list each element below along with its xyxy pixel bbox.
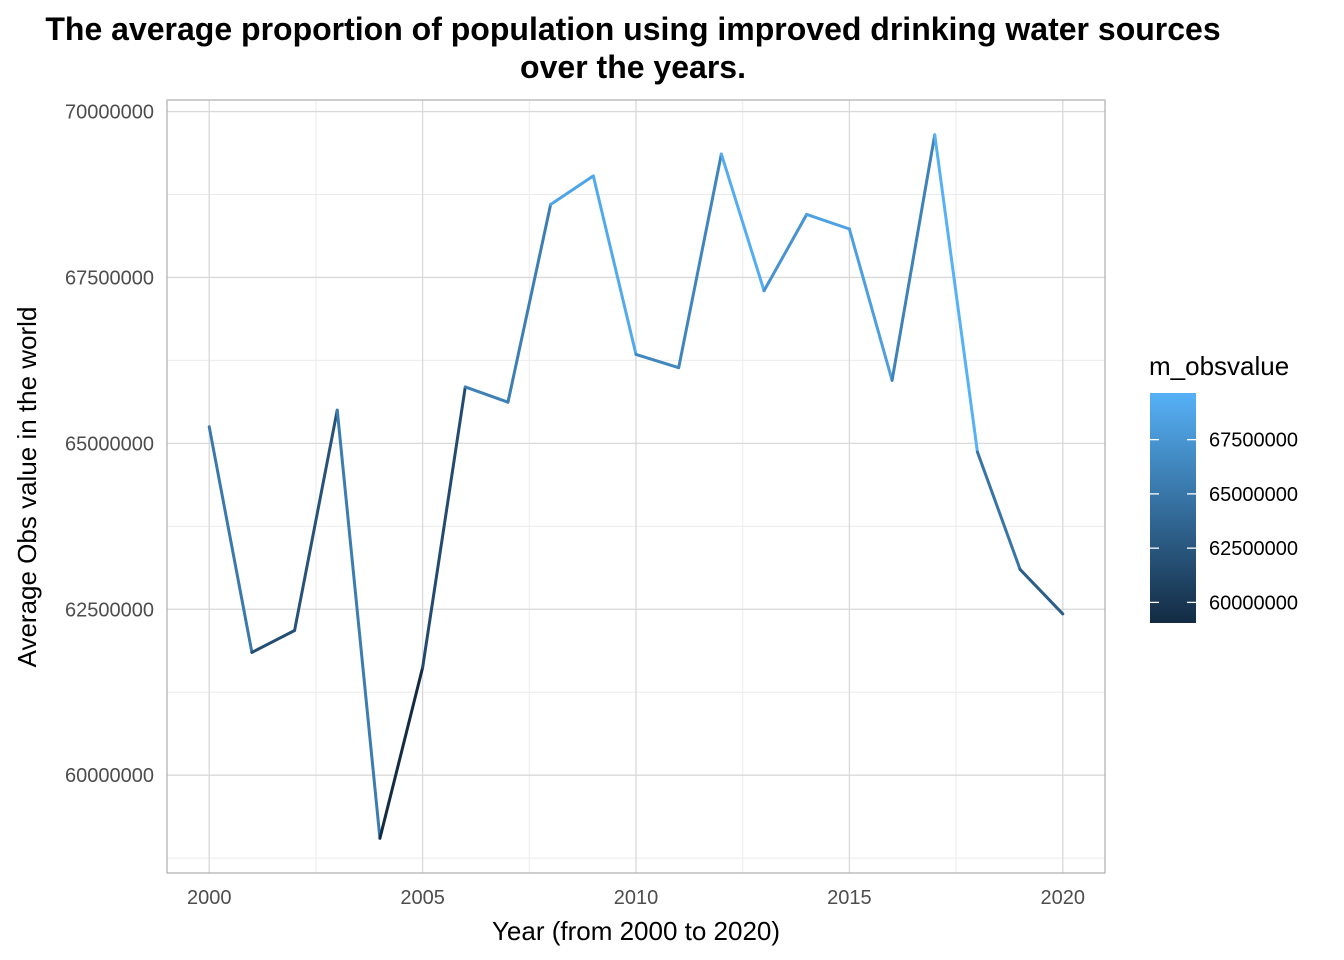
line-segment — [634, 352, 681, 370]
grid-major — [167, 100, 1105, 873]
line-segment — [549, 174, 595, 206]
y-tick-label: 70000000 — [65, 102, 154, 124]
line-segment — [933, 133, 979, 454]
y-tick-label: 60000000 — [65, 765, 154, 787]
x-axis-ticks: 2000 2005 2010 2015 2020 — [187, 887, 1085, 909]
x-tick-label: 2010 — [614, 887, 659, 909]
line-segment — [421, 385, 467, 670]
chart-title-line-1: The average proportion of population usi… — [45, 11, 1220, 47]
line-segment — [506, 202, 553, 404]
legend-colorbar — [1150, 393, 1196, 623]
line-segment — [207, 425, 254, 654]
legend-tick-label: 62500000 — [1209, 538, 1298, 560]
y-tick-label: 67500000 — [65, 267, 154, 289]
line-segment — [975, 450, 1022, 571]
color-legend: m_obsvalue 60000000 62500000 65000000 67500… — [1149, 351, 1298, 623]
line-segment — [805, 212, 851, 231]
legend-tick-label: 65000000 — [1209, 484, 1298, 506]
line-segment — [250, 629, 297, 654]
x-axis-title: Year (from 2000 to 2020) — [492, 916, 780, 946]
line-segment — [1018, 567, 1065, 616]
line-segment — [847, 227, 894, 382]
chart-title-line-2: over the years. — [520, 49, 746, 85]
legend-title: m_obsvalue — [1149, 351, 1289, 381]
y-axis-ticks: 60000000 62500000 65000000 67500000 70000000 — [65, 102, 154, 788]
legend-tick-label: 67500000 — [1209, 430, 1298, 452]
y-tick-label: 62500000 — [65, 599, 154, 621]
line-segment — [335, 408, 382, 840]
y-axis-title: Average Obs value in the world — [12, 307, 42, 668]
line-segment — [677, 152, 723, 370]
line-segment — [293, 408, 339, 633]
legend-ticks: 60000000 62500000 65000000 67500000 — [1150, 430, 1298, 614]
x-tick-label: 2015 — [827, 887, 872, 909]
x-tick-label: 2000 — [187, 887, 232, 909]
legend-tick-label: 60000000 — [1209, 592, 1298, 614]
line-segment — [463, 385, 510, 404]
plot-panel-border — [166, 99, 1106, 874]
data-series — [207, 133, 1065, 840]
line-segment — [890, 133, 937, 382]
line-segment — [378, 666, 425, 840]
line-segment — [591, 174, 638, 356]
y-tick-label: 65000000 — [65, 433, 154, 455]
line-segment — [719, 152, 766, 293]
line-segment — [762, 212, 809, 293]
x-tick-label: 2020 — [1041, 887, 1086, 909]
x-tick-label: 2005 — [400, 887, 445, 909]
